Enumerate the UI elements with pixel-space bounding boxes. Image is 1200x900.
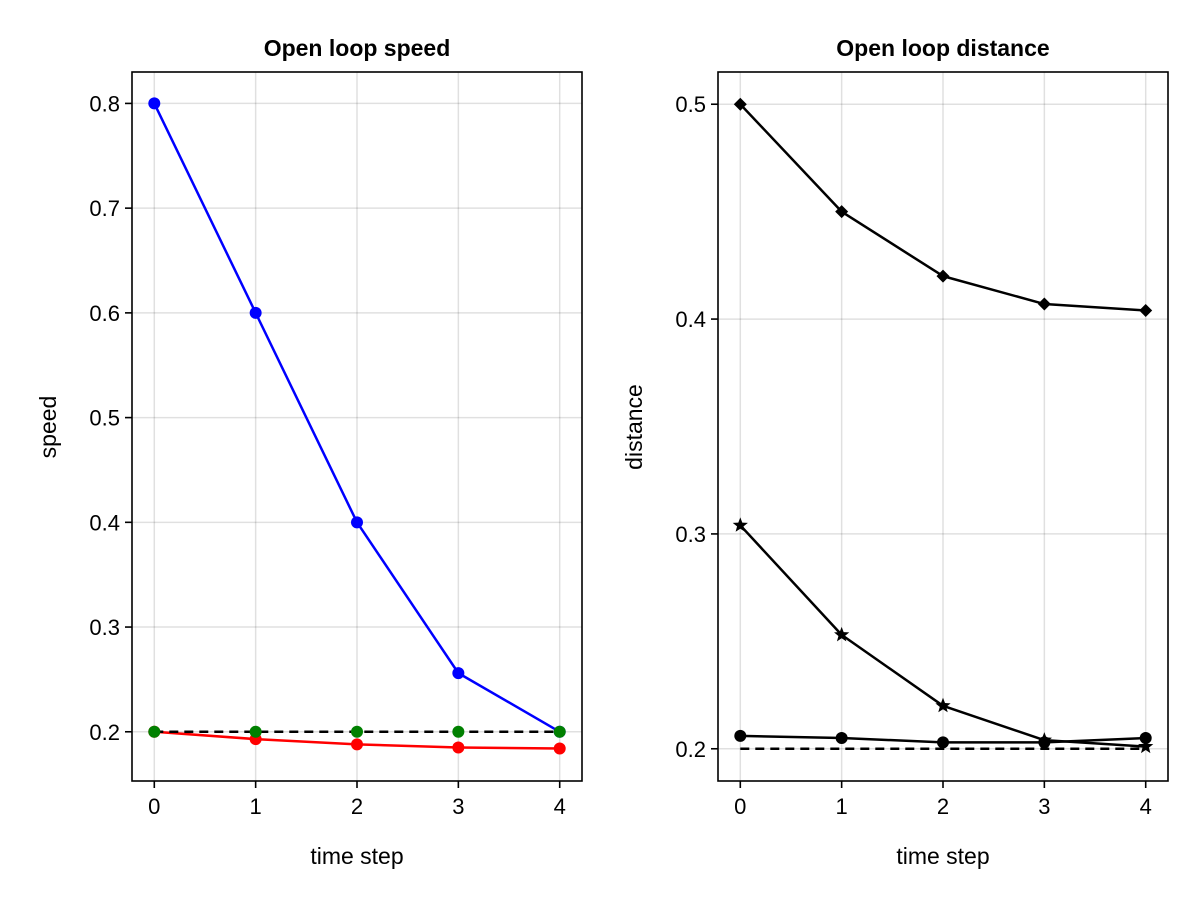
speed-x-tick-label: 1 (250, 794, 262, 819)
distance-series-1-point (834, 626, 850, 642)
distance-series-0-point (936, 269, 950, 283)
distance-series-2-point (1038, 736, 1051, 749)
speed-series-0-point (351, 516, 363, 529)
speed-x-tick-label: 4 (554, 794, 566, 819)
speed-chart-title: Open loop speed (264, 35, 451, 61)
speed-series-3-point (148, 725, 161, 738)
distance-series-2-point (1139, 732, 1152, 745)
speed-y-tick-label: 0.3 (89, 615, 120, 640)
speed-series-0-point (249, 306, 262, 319)
distance-x-tick-label: 4 (1140, 794, 1152, 819)
distance-x-tick-label: 2 (937, 794, 949, 819)
speed-series-3-point (351, 725, 363, 738)
speed-series-3-point (553, 725, 566, 738)
speed-x-tick-label: 2 (351, 794, 363, 819)
speed-y-tick-label: 0.8 (89, 91, 120, 116)
distance-series-0-point (733, 97, 747, 111)
distance-series-1-point (732, 517, 748, 532)
speed-y-tick-label: 0.2 (89, 720, 120, 745)
speed-x-tick-label: 3 (452, 794, 464, 819)
distance-series-2-point (937, 736, 949, 749)
speed-y-axis-label: speed (35, 396, 61, 459)
distance-y-axis-label: distance (621, 384, 647, 470)
distance-x-axis-label: time step (896, 843, 989, 869)
speed-series-3-point (452, 725, 465, 738)
speed-x-axis-label: time step (310, 843, 403, 869)
speed-series-1-point (452, 741, 465, 754)
distance-series-1-point (935, 697, 951, 713)
speed-series-0-point (148, 97, 161, 110)
distance-y-tick-label: 0.5 (675, 92, 706, 117)
distance-chart-title: Open loop distance (836, 35, 1049, 61)
speed-series-1-point (351, 738, 363, 751)
speed-y-tick-label: 0.6 (89, 301, 120, 326)
distance-series-2-point (734, 729, 747, 742)
distance-x-tick-label: 3 (1038, 794, 1050, 819)
speed-series-3-point (249, 725, 262, 738)
distance-series-2-point (835, 732, 848, 745)
distance-series-1-point (1138, 738, 1154, 754)
distance-series-0-point (835, 205, 849, 219)
distance-series-0-point (1139, 303, 1153, 317)
speed-y-tick-label: 0.5 (89, 406, 120, 431)
distance-y-tick-label: 0.3 (675, 522, 706, 547)
speed-y-tick-label: 0.4 (89, 510, 120, 535)
distance-y-tick-label: 0.2 (675, 737, 706, 762)
distance-x-tick-label: 1 (836, 794, 848, 819)
distance-y-tick-label: 0.4 (675, 307, 706, 332)
speed-panel: Open loop speed time step speed 0 1 2 3 4 0.2… (35, 35, 583, 869)
speed-series-1-point (553, 742, 566, 755)
speed-x-tick-label: 0 (148, 794, 160, 819)
distance-x-tick-label: 0 (734, 794, 746, 819)
distance-panel: Open loop distance time step distance 0 1… (621, 35, 1169, 869)
distance-series-0-point (1037, 297, 1051, 311)
speed-series-0-point (452, 667, 465, 680)
speed-y-tick-label: 0.7 (89, 196, 120, 221)
